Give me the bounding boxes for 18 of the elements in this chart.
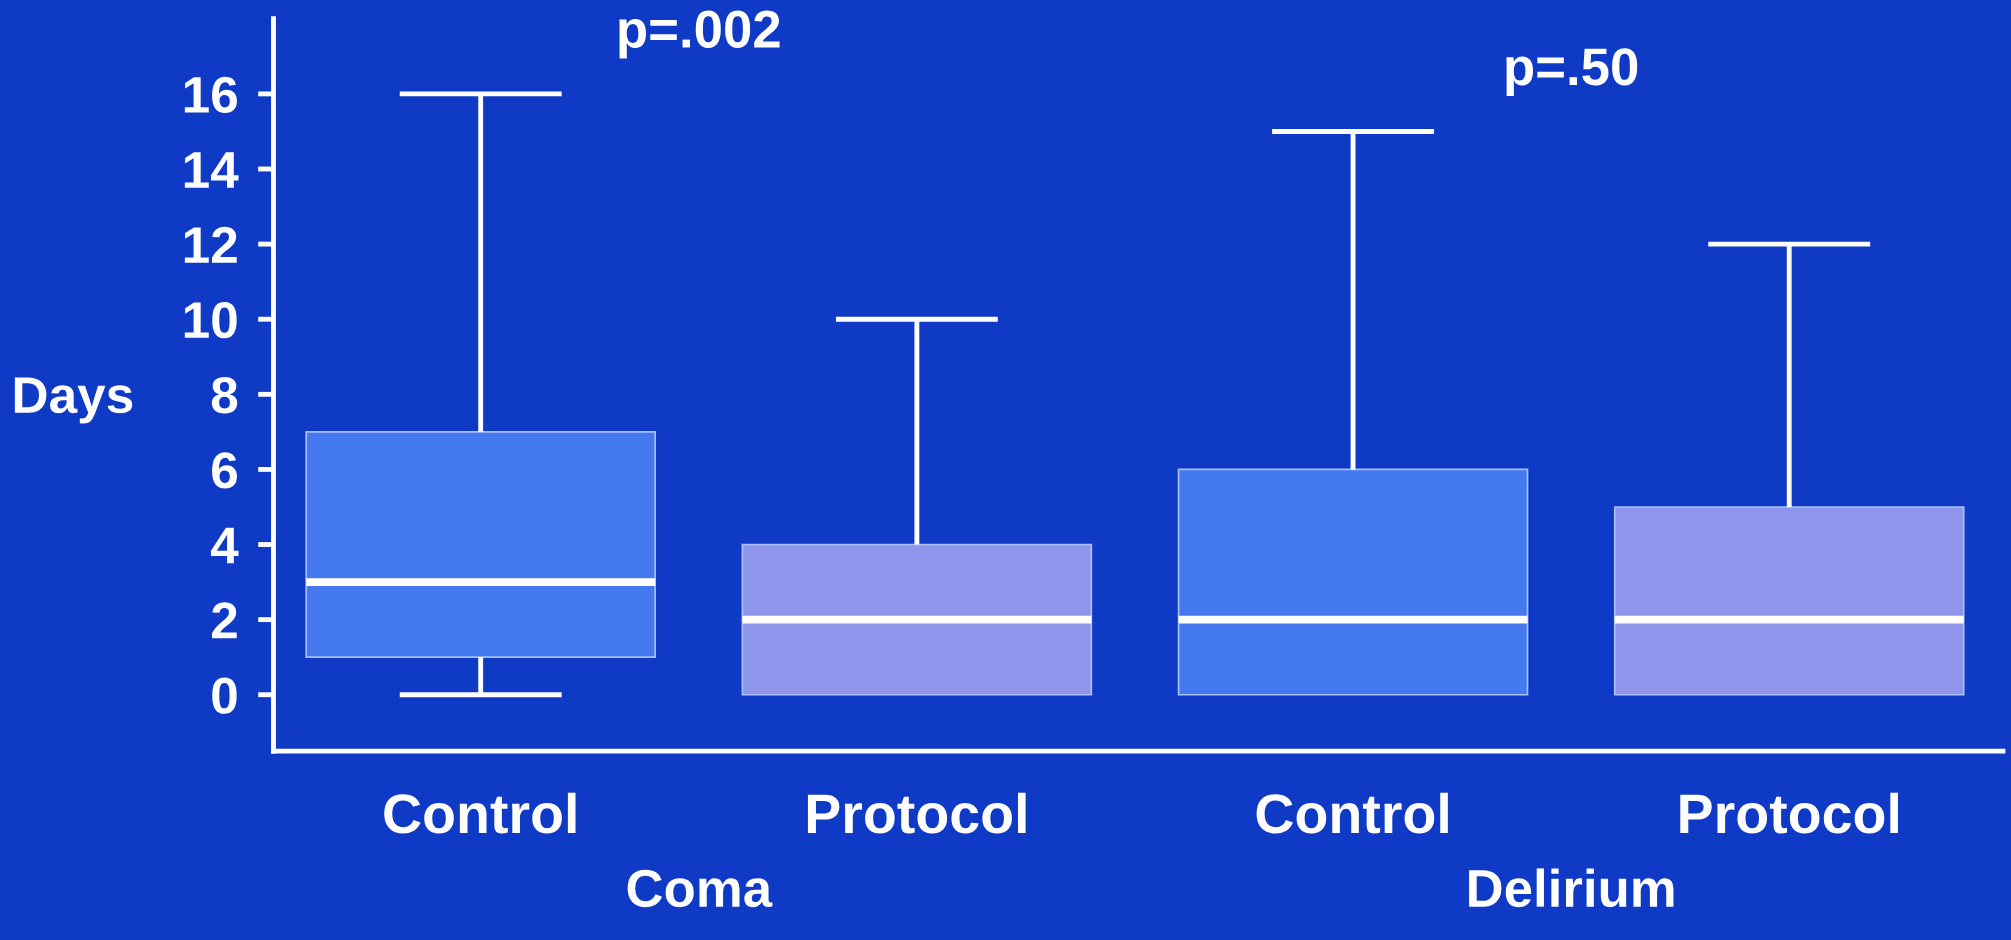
y-tick-label: 16 [184,76,237,114]
text: Coma [627,869,773,908]
y-tick-label: 12 [184,226,237,263]
y-tick-label: 2 [211,602,237,639]
y-tick-label: 10 [184,301,237,339]
y-axis-title: Days [14,377,133,424]
x-tick-label: Control [384,792,576,834]
y-tick-label: 14 [184,152,239,188]
y-tick-label: 6 [212,452,237,489]
text: Delirium [1469,868,1674,908]
x-tick-label: Protocol [807,792,1026,834]
annotation: p=.002 [619,10,780,59]
annotation: p=.50 [1506,48,1638,96]
y-tick-label: 8 [211,377,238,414]
y-tick-label: 0 [212,677,237,714]
y-tick-label: 4 [210,527,239,564]
x-tick-label: Protocol [1680,792,1898,834]
x-tick-label: Control [1256,792,1448,834]
